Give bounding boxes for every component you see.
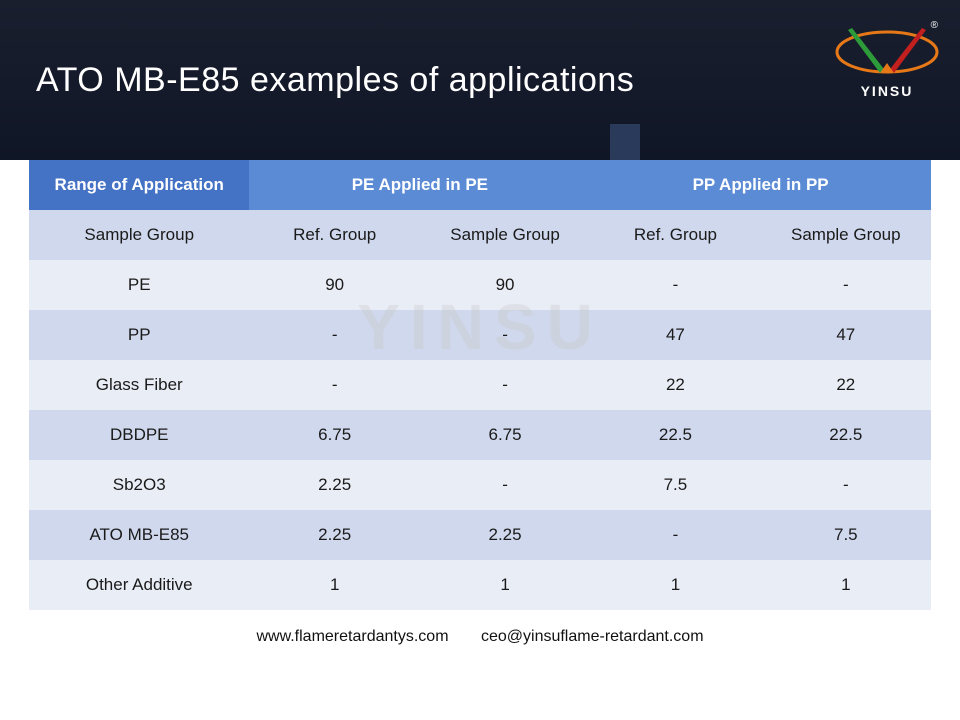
- cell: 2.25: [249, 510, 419, 560]
- cell: 6.75: [249, 410, 419, 460]
- row-label: ATO MB-E85: [29, 510, 249, 560]
- cell: -: [420, 360, 590, 410]
- cell: 22.5: [590, 410, 760, 460]
- col-pe: PE Applied in PE: [249, 160, 590, 210]
- cell: -: [249, 360, 419, 410]
- row-label: PP: [29, 310, 249, 360]
- sub-sample-group-3: Sample Group: [761, 210, 931, 260]
- cell: 22: [590, 360, 760, 410]
- cell: 90: [420, 260, 590, 310]
- registered-icon: ®: [931, 20, 938, 31]
- logo-v-icon: [832, 18, 942, 76]
- cell: 22: [761, 360, 931, 410]
- row-label: Sb2O3: [29, 460, 249, 510]
- cell: 90: [249, 260, 419, 310]
- row-label: DBDPE: [29, 410, 249, 460]
- slide-header: ATO MB-E85 examples of applications ® YI…: [0, 0, 960, 160]
- cell: 6.75: [420, 410, 590, 460]
- cell: 2.25: [249, 460, 419, 510]
- cell: -: [590, 260, 760, 310]
- cell: -: [420, 460, 590, 510]
- yinsu-logo: ® YINSU: [832, 18, 942, 98]
- row-label: PE: [29, 260, 249, 310]
- cell: 1: [590, 560, 760, 610]
- cell: 2.25: [420, 510, 590, 560]
- cell: 1: [249, 560, 419, 610]
- cell: -: [761, 260, 931, 310]
- sub-sample-group-1: Sample Group: [29, 210, 249, 260]
- sub-ref-group-1: Ref. Group: [249, 210, 419, 260]
- cell: 47: [761, 310, 931, 360]
- cell: -: [420, 310, 590, 360]
- sub-ref-group-2: Ref. Group: [590, 210, 760, 260]
- row-label: Glass Fiber: [29, 360, 249, 410]
- cell: -: [761, 460, 931, 510]
- cell: 22.5: [761, 410, 931, 460]
- col-pp: PP Applied in PP: [590, 160, 931, 210]
- cell: -: [249, 310, 419, 360]
- cell: 7.5: [590, 460, 760, 510]
- row-label: Other Additive: [29, 560, 249, 610]
- footer-website: www.flameretardantys.com: [256, 628, 448, 645]
- logo-text: YINSU: [832, 83, 942, 99]
- col-range: Range of Application: [29, 160, 249, 210]
- header-accent: [610, 124, 640, 160]
- table-header-row: Range of Application PE Applied in PE PP…: [29, 160, 931, 210]
- table-row: PE 90 90 - -: [29, 260, 931, 310]
- cell: 1: [761, 560, 931, 610]
- table-row: Sb2O3 2.25 - 7.5 -: [29, 460, 931, 510]
- table-row: PP - - 47 47: [29, 310, 931, 360]
- sub-sample-group-2: Sample Group: [420, 210, 590, 260]
- footer-email: ceo@yinsuflame-retardant.com: [481, 628, 704, 645]
- footer: www.flameretardantys.com ceo@yinsuflame-…: [0, 628, 960, 646]
- cell: 47: [590, 310, 760, 360]
- cell: 7.5: [761, 510, 931, 560]
- cell: -: [590, 510, 760, 560]
- table-row: ATO MB-E85 2.25 2.25 - 7.5: [29, 510, 931, 560]
- slide-title: ATO MB-E85 examples of applications: [36, 61, 634, 100]
- table-row: Glass Fiber - - 22 22: [29, 360, 931, 410]
- applications-table: Range of Application PE Applied in PE PP…: [29, 160, 931, 610]
- table-subheader-row: Sample Group Ref. Group Sample Group Ref…: [29, 210, 931, 260]
- table-region: Range of Application PE Applied in PE PP…: [0, 160, 960, 610]
- cell: 1: [420, 560, 590, 610]
- table-row: DBDPE 6.75 6.75 22.5 22.5: [29, 410, 931, 460]
- table-row: Other Additive 1 1 1 1: [29, 560, 931, 610]
